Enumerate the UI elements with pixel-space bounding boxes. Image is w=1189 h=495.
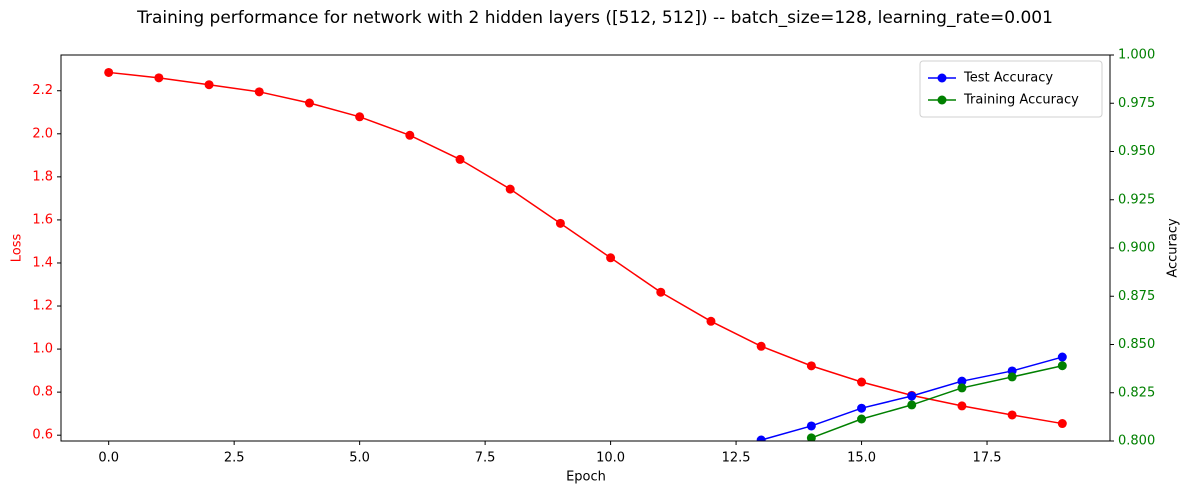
data-point [857,403,867,413]
legend-label: Training Accuracy [963,93,1079,108]
y2-tick-label: 0.825 [1118,385,1155,400]
y2-tick-label: 0.950 [1118,144,1155,159]
plot-frame [60,54,1111,442]
data-point [806,421,816,431]
data-point [1057,352,1067,362]
data-point [706,316,716,326]
data-point [1057,361,1067,371]
data-point [907,400,917,410]
y2-tick-label: 0.875 [1118,289,1155,304]
y2-tick-label: 1.000 [1118,48,1155,63]
data-point [355,112,365,122]
chart-title: Training performance for network with 2 … [136,8,1053,28]
x-axis-label: Epoch [566,470,606,485]
legend-label: Test Accuracy [963,71,1053,86]
x-tick-label: 7.5 [475,451,496,466]
data-point [756,341,766,351]
data-point [606,253,616,263]
data-point [1007,372,1017,382]
legend-marker [937,73,947,83]
data-point [254,87,264,97]
data-point [405,130,415,140]
data-point [555,218,565,228]
data-point [104,67,114,77]
data-point [957,383,967,393]
data-point [806,433,816,441]
data-point [204,80,214,90]
legend-marker [937,95,947,105]
y2-tick-label: 0.850 [1118,337,1155,352]
x-tick-label: 17.5 [973,451,1002,466]
y-tick-label: 2.2 [32,83,53,98]
data-point [1057,419,1067,429]
legend-box [919,60,1103,118]
y-tick-label: 1.2 [32,299,53,314]
data-point [857,414,867,424]
x-tick-label: 5.0 [349,451,370,466]
data-point [154,73,164,83]
data-point [505,184,515,194]
data-point [957,376,967,386]
data-point [1007,410,1017,420]
y2-tick-label: 0.800 [1118,434,1155,449]
data-point [455,154,465,164]
data-point [304,98,314,108]
y-axis-label: Loss [10,234,25,263]
data-point [656,287,666,297]
y2-tick-label: 0.900 [1118,241,1155,256]
series-line [108,71,1063,425]
x-tick-label: 12.5 [722,451,751,466]
y-tick-label: 1.8 [32,169,53,184]
data-point [756,435,766,441]
data-point [907,391,917,401]
y-tick-label: 1.6 [32,212,53,227]
x-tick-label: 10.0 [596,451,625,466]
y2-tick-label: 0.925 [1118,192,1155,207]
x-tick-label: 15.0 [847,451,876,466]
x-tick-label: 0.0 [98,451,119,466]
y-tick-label: 0.8 [32,385,53,400]
y2-tick-label: 0.975 [1118,96,1155,111]
data-point [857,377,867,387]
y-tick-label: 1.4 [32,255,53,270]
y-tick-label: 2.0 [32,126,53,141]
y-tick-label: 0.6 [32,428,53,443]
y-tick-label: 1.0 [32,342,53,357]
data-point [806,361,816,371]
plot-area [104,67,1067,441]
x-tick-label: 2.5 [224,451,245,466]
series-line [811,364,1063,439]
data-point [957,401,967,411]
y2-axis-label: Accuracy [1166,218,1181,278]
